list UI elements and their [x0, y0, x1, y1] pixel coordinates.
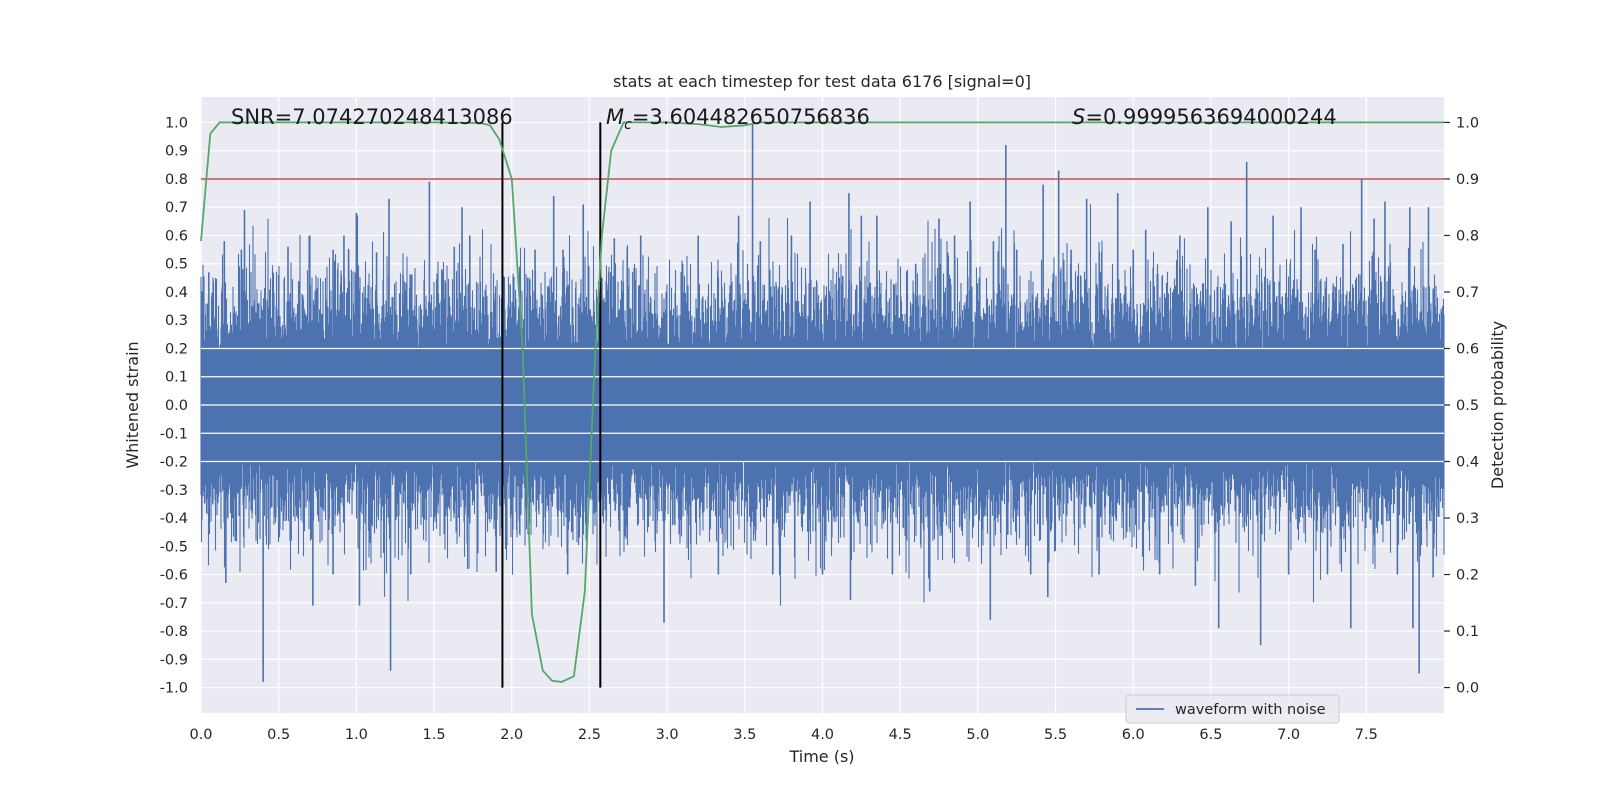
- y-tick-label: 0.6: [165, 228, 188, 244]
- chart-title: stats at each timestep for test data 617…: [613, 72, 1031, 91]
- x-tick-label: 2.5: [578, 727, 601, 743]
- y-axis-label: Whitened strain: [123, 341, 142, 468]
- y-tick-label: 0.9: [165, 144, 188, 160]
- x-tick-label: 1.5: [423, 727, 446, 743]
- y-tick-label: 1.0: [165, 115, 188, 131]
- chirp-mass-annotation: Mc=3.604482650756836: [606, 105, 870, 133]
- y-right-tick-label: 0.9: [1456, 172, 1479, 188]
- y-tick-label: 0.7: [165, 200, 188, 216]
- y-tick-label: -0.2: [160, 455, 188, 471]
- x-tick-label: 4.5: [889, 727, 912, 743]
- y-tick-label: 0.8: [165, 172, 188, 188]
- y-tick-label: 0.0: [165, 398, 188, 414]
- y-tick-label: -0.1: [160, 426, 188, 442]
- y-tick-label: 0.5: [165, 257, 188, 273]
- y-tick-label: -0.8: [160, 624, 188, 640]
- x-axis: 0.0 0.5 1.0 1.5 2.0 2.5 3.0 3.5 4.0 4.5 5.0 5.5 6.0 6…: [189, 727, 1377, 743]
- y-right-tick-label: 0.6: [1456, 341, 1479, 357]
- x-tick-label: 5.5: [1044, 727, 1067, 743]
- x-tick-label: 0.0: [189, 727, 212, 743]
- y-tick-label: 0.4: [165, 285, 188, 301]
- y-right-tick-label: 0.7: [1456, 285, 1479, 301]
- x-tick-label: 4.0: [811, 727, 834, 743]
- y-tick-label: 0.1: [165, 370, 188, 386]
- x-tick-label: 7.0: [1277, 727, 1300, 743]
- y-axis-left: 1.0 0.9 0.8 0.7 0.6 0.5 0.4 0.3 0.2 0.1 0.0 -0.1 -0.…: [160, 115, 188, 696]
- snr-annotation: SNR=7.074270248413086: [231, 105, 513, 129]
- legend-box: [1125, 694, 1340, 724]
- x-tick-label: 6.0: [1122, 727, 1145, 743]
- y-right-tick-label: 1.0: [1456, 115, 1479, 131]
- x-axis-label: Time (s): [788, 747, 854, 766]
- x-tick-label: 0.5: [267, 727, 290, 743]
- x-tick-label: 3.5: [733, 727, 756, 743]
- x-tick-label: 1.0: [345, 727, 368, 743]
- y-right-tick-label: 0.0: [1456, 681, 1479, 697]
- waveform-series: [200, 122, 1445, 682]
- significance-annotation: S=0.9999563694000244: [1072, 105, 1337, 129]
- y-tick-label: -0.6: [160, 568, 188, 584]
- x-tick-label: 2.0: [500, 727, 523, 743]
- x-tick-label: 7.5: [1355, 727, 1378, 743]
- x-tick-label: 3.0: [656, 727, 679, 743]
- y-tick-label: 0.2: [165, 341, 188, 357]
- y-tick-label: -1.0: [160, 681, 188, 697]
- y-tick-label: -0.4: [160, 511, 188, 527]
- legend-label: waveform with noise: [1175, 702, 1326, 718]
- detection-probability-line: [200, 121, 1444, 683]
- y-right-tick-label: 0.3: [1456, 511, 1479, 527]
- y-tick-label: -0.3: [160, 483, 188, 499]
- y-tick-label: 0.3: [165, 313, 188, 329]
- legend: waveform with noise: [1125, 694, 1340, 724]
- y-tick-label: -0.7: [160, 596, 188, 612]
- x-tick-label: 6.5: [1199, 727, 1222, 743]
- y-axis-right: 1.0 0.9 0.8 0.7 0.6 0.5 0.4 0.3 0.2 0.1 0.0: [1444, 115, 1479, 697]
- y-tick-label: -0.5: [160, 539, 188, 555]
- y-axis-right-label: Detection probability: [1488, 321, 1507, 489]
- y-right-tick-label: 0.4: [1456, 455, 1479, 471]
- y-right-tick-label: 0.5: [1456, 398, 1479, 414]
- x-tick-label: 5.0: [966, 727, 989, 743]
- y-tick-label: -0.9: [160, 652, 188, 668]
- y-right-tick-label: 0.8: [1456, 228, 1479, 244]
- vertical-markers: [501, 122, 602, 688]
- y-right-tick-label: 0.1: [1456, 624, 1479, 640]
- y-right-tick-label: 0.2: [1456, 568, 1479, 584]
